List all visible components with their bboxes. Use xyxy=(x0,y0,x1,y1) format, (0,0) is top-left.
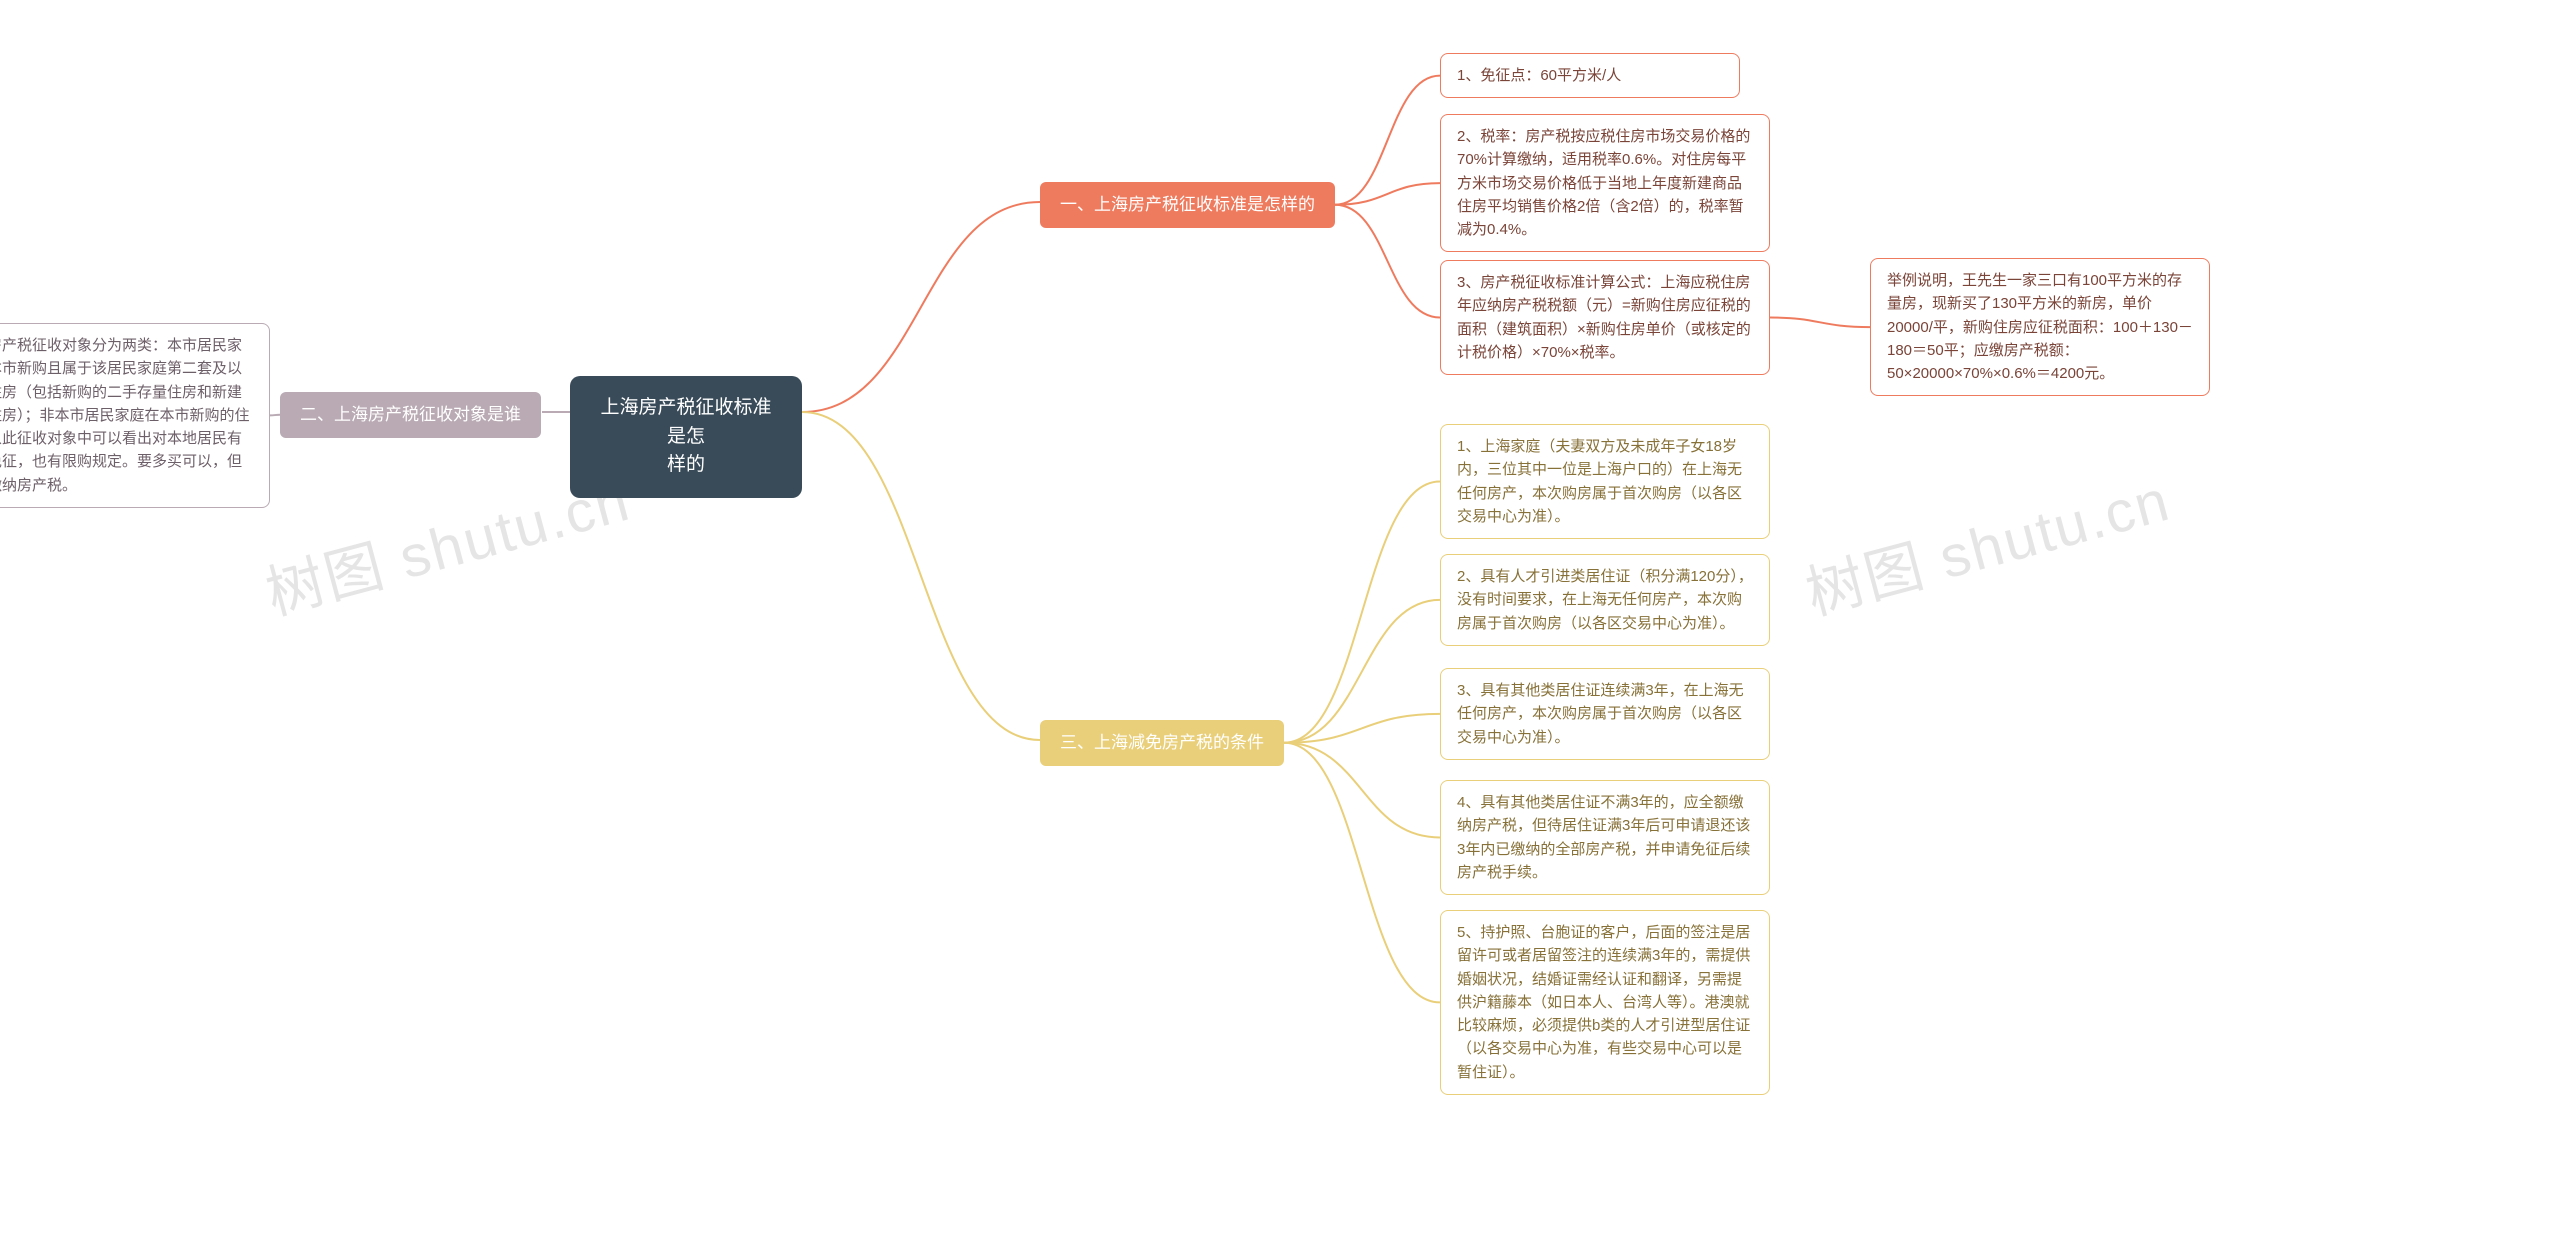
mindmap-leaf: 1、上海家庭（夫妻双方及未成年子女18岁内，三位其中一位是上海户口的）在上海无任… xyxy=(1440,424,1770,539)
mindmap-leaf: 5、持护照、台胞证的客户，后面的签注是居留许可或者居留签注的连续满3年的，需提供… xyxy=(1440,910,1770,1095)
mindmap-leaf: 上海房产税征收对象分为两类：本市居民家庭在本市新购且属于该居民家庭第二套及以上的… xyxy=(0,323,270,508)
mindmap-leaf: 4、具有其他类居住证不满3年的，应全额缴纳房产税，但待居住证满3年后可申请退还该… xyxy=(1440,780,1770,895)
mindmap-leaf: 3、具有其他类居住证连续满3年，在上海无任何房产，本次购房属于首次购房（以各区交… xyxy=(1440,668,1770,760)
mindmap-leaf: 1、免征点：60平方米/人 xyxy=(1440,53,1740,98)
mindmap-leaf: 2、具有人才引进类居住证（积分满120分），没有时间要求，在上海无任何房产，本次… xyxy=(1440,554,1770,646)
mindmap-branch: 三、上海减免房产税的条件 xyxy=(1040,720,1284,766)
mindmap-leaf: 2、税率：房产税按应税住房市场交易价格的70%计算缴纳，适用税率0.6%。对住房… xyxy=(1440,114,1770,252)
watermark: 树图 shutu.cn xyxy=(1795,453,2177,631)
mindmap-leaf: 3、房产税征收标准计算公式：上海应税住房年应纳房产税税额（元）=新购住房应征税的… xyxy=(1440,260,1770,375)
mindmap-branch: 一、上海房产税征收标准是怎样的 xyxy=(1040,182,1335,228)
mindmap-branch: 二、上海房产税征收对象是谁 xyxy=(280,392,541,438)
mindmap-leaf: 举例说明，王先生一家三口有100平方米的存量房，现新买了130平方米的新房，单价… xyxy=(1870,258,2210,396)
mindmap-root: 上海房产税征收标准是怎样的 xyxy=(570,376,802,498)
